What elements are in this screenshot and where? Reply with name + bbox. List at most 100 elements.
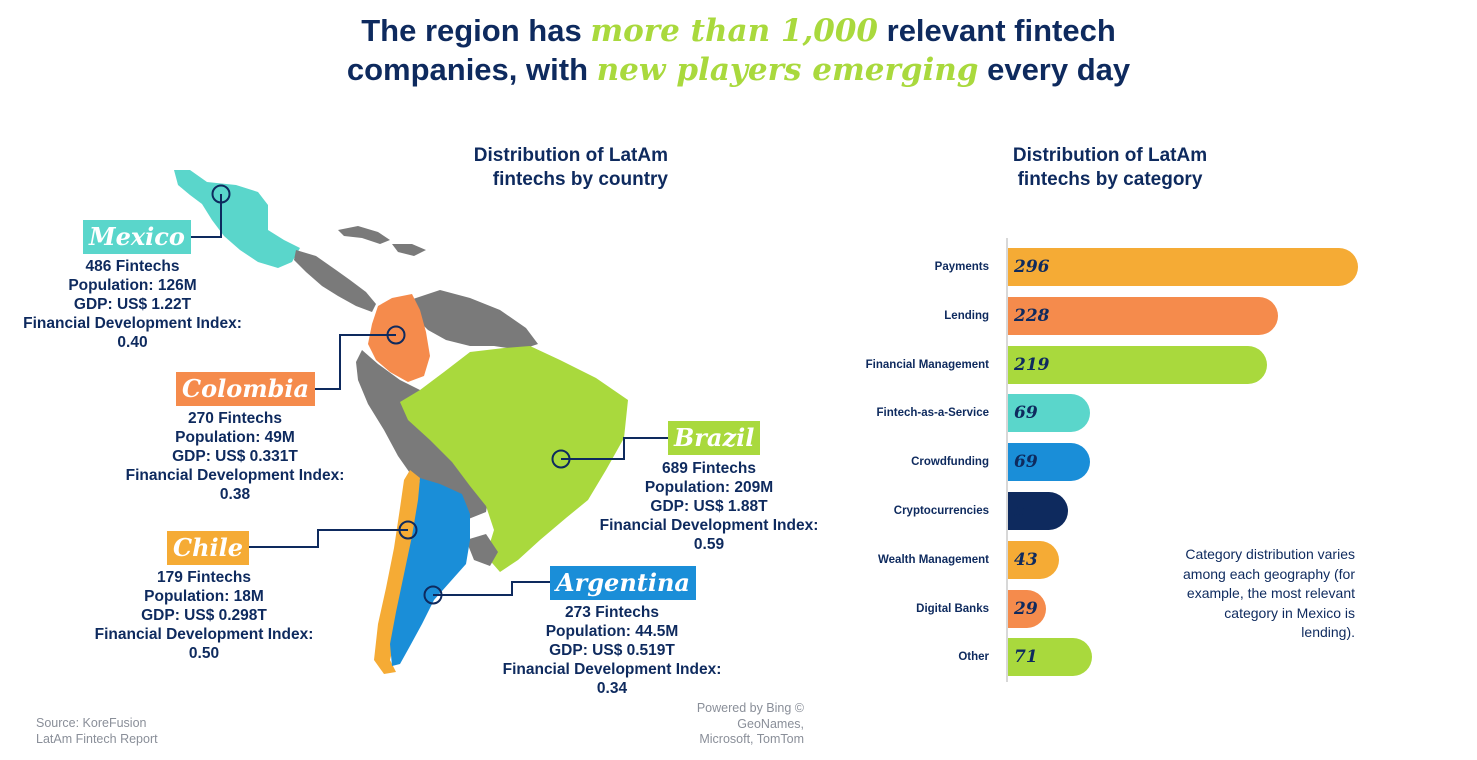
stat-fdi: 0.50	[188, 645, 220, 662]
credit-line: Microsoft, TomTom	[699, 732, 804, 746]
bar-category-label: Cryptocurrencies	[893, 505, 989, 517]
category-note: Category distribution varies among each …	[1183, 546, 1355, 640]
stat-fintechs: 270 Fintechs	[188, 410, 282, 427]
mexico-connector-line	[180, 194, 222, 238]
bar	[1008, 492, 1069, 530]
stat-fdi-label: Financial Development Index:	[125, 467, 345, 484]
stat-gdp: GDP: US$ 1.22T	[73, 296, 192, 313]
brazil-marker	[551, 449, 571, 469]
map-venezuela	[410, 290, 538, 350]
stat-gdp: GDP: US$ 1.88T	[650, 498, 768, 515]
colombia-badge: Colombia	[176, 372, 316, 406]
title-line: Distribution of LatAm	[473, 145, 668, 166]
stat-gdp: GDP: US$ 0.331T	[172, 448, 298, 465]
colombia-marker	[386, 325, 406, 345]
stat-fdi: 0.38	[219, 486, 251, 503]
chart-axis-line	[1006, 238, 1008, 682]
stat-fintechs: 689 Fintechs	[662, 460, 756, 477]
credit-line: Powered by Bing ©	[696, 701, 804, 715]
argentina-marker	[423, 585, 443, 605]
bar	[1008, 394, 1090, 433]
credit-line: GeoNames,	[737, 716, 804, 731]
stat-gdp: GDP: US$ 0.519T	[549, 642, 675, 659]
map-argentina	[390, 478, 470, 666]
stat-fintechs: 273 Fintechs	[565, 604, 659, 621]
bar	[1008, 638, 1092, 677]
mexico-marker	[211, 184, 231, 204]
stat-fdi-label: Financial Development Index:	[94, 626, 314, 643]
stat-fdi: 0.59	[693, 536, 725, 553]
brazil-badge: Brazil	[668, 421, 761, 455]
stat-fdi-label: Financial Development Index:	[502, 661, 722, 678]
stat-population: Population: 18M	[144, 588, 264, 605]
map-uruguay	[466, 534, 498, 566]
map-colombia	[368, 294, 430, 382]
bar-value-label: 228	[1014, 305, 1050, 326]
bar	[1008, 540, 1059, 579]
map-mexico	[174, 170, 300, 268]
map-andes	[356, 350, 490, 520]
bar-category-label: Digital Banks	[916, 602, 989, 615]
chile-connector-line	[238, 529, 408, 548]
country-section-title: Distribution of LatAm fintechs by countr…	[440, 144, 668, 192]
stat-population: Population: 209M	[644, 479, 774, 496]
bar-category-label: Crowdfunding	[911, 456, 989, 469]
bar-value-label: 43	[1014, 549, 1038, 570]
mexico-badge: Mexico	[83, 220, 191, 254]
stat-fdi: 0.40	[117, 334, 148, 351]
stat-fdi: 0.34	[596, 680, 628, 697]
stat-gdp: GDP: US$ 0.298T	[141, 607, 267, 624]
brazil-connector-line	[561, 437, 668, 460]
headline-text: every day	[978, 52, 1131, 87]
stat-population: Population: 49M	[175, 429, 295, 446]
bar-category-label: Financial Management	[865, 358, 989, 371]
stat-fdi-label: Financial Development Index:	[23, 315, 242, 332]
chile-badge: Chile	[167, 531, 250, 565]
stat-population: Population: 126M	[68, 277, 197, 294]
bar-value-label: 71	[1014, 647, 1038, 668]
map-brazil	[400, 346, 628, 572]
argentina-connector-line	[433, 581, 550, 596]
brazil-stats: 689 Fintechs Population: 209M GDP: US$ 1…	[589, 459, 829, 554]
bar	[1008, 443, 1090, 482]
argentina-stats: 273 Fintechs Population: 44.5M GDP: US$ …	[492, 603, 732, 698]
latam-map	[174, 170, 668, 674]
bar-value-label: 51	[1014, 501, 1038, 521]
title-line: fintechs by country	[492, 169, 668, 190]
stat-population: Population: 44.5M	[545, 623, 679, 640]
bar-category-label: Lending	[944, 309, 989, 322]
map-caribbean	[338, 226, 426, 256]
stat-fintechs: 486 Fintechs	[85, 258, 180, 275]
map-central-america	[294, 250, 376, 312]
colombia-stats: 270 Fintechs Population: 49M GDP: US$ 0.…	[115, 409, 355, 504]
headline-line-2: companies, with new players emerging eve…	[0, 50, 1477, 90]
headline-text: relevant fintech	[878, 13, 1116, 48]
bar-category-label: Other	[958, 651, 989, 664]
chile-marker	[398, 520, 418, 540]
source-text: Source: KoreFusion LatAm Fintech Report	[36, 716, 158, 747]
bar-value-label: 296	[1014, 257, 1050, 277]
category-section-title: Distribution of LatAm fintechs by catego…	[1000, 144, 1220, 192]
headline-highlight: more than 1,000	[590, 13, 879, 49]
bar	[1008, 248, 1358, 286]
chile-stats: 179 Fintechs Population: 18M GDP: US$ 0.…	[84, 568, 324, 663]
title-line: Distribution of LatAm	[1012, 145, 1208, 166]
title-line: fintechs by category	[1017, 169, 1203, 190]
argentina-badge: Argentina	[550, 566, 696, 600]
bar-value-label: 69	[1014, 403, 1038, 424]
headline-line-1: The region has more than 1,000 relevant …	[0, 11, 1477, 51]
bar-value-label: 69	[1014, 452, 1038, 473]
stat-fintechs: 179 Fintechs	[157, 569, 251, 586]
stat-fdi-label: Financial Development Index:	[599, 517, 819, 534]
bar-category-label: Wealth Management	[878, 553, 989, 566]
bar-category-label: Fintech-as-a-Service	[876, 407, 990, 420]
bar	[1008, 589, 1046, 628]
bar-value-label: 29	[1014, 598, 1038, 619]
bar	[1008, 296, 1278, 335]
bar-value-label: 219	[1014, 354, 1050, 375]
headline-highlight: new players emerging	[596, 52, 979, 88]
mexico-stats: 486 Fintechs Population: 126M GDP: US$ 1…	[10, 257, 255, 352]
source-line: Source: KoreFusion	[36, 716, 147, 730]
headline-text: companies, with	[346, 52, 597, 87]
map-credit: Powered by Bing © GeoNames, Microsoft, T…	[660, 701, 804, 748]
